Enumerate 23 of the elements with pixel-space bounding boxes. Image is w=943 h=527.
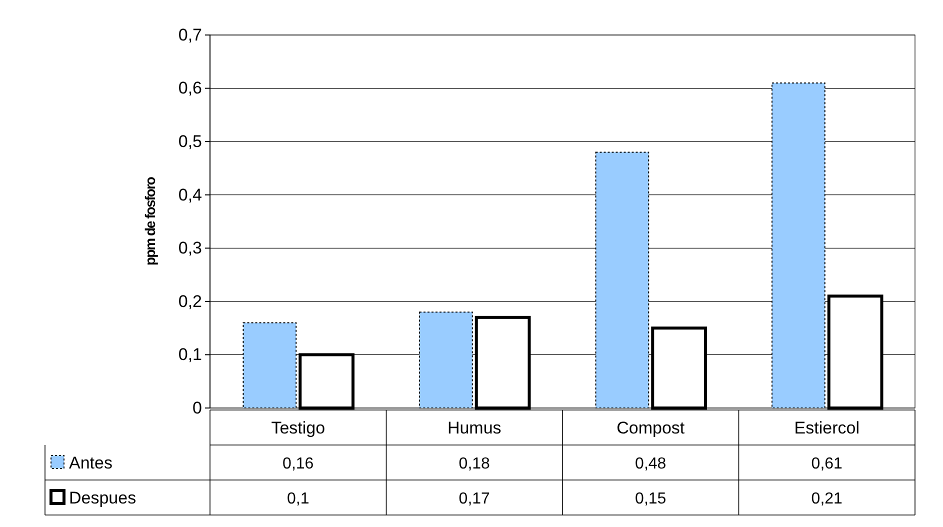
data-label: 0,15 [635, 490, 666, 508]
x-tick-label: Compost [616, 418, 685, 438]
data-label: 0,1 [287, 490, 310, 508]
y-tick-label: 0,3 [178, 238, 202, 258]
data-label: 0,16 [282, 456, 314, 472]
data-label: 0,18 [458, 456, 490, 472]
data-label: 0,48 [635, 456, 666, 472]
legend-label: Despues [69, 488, 136, 508]
data-label: 0,61 [811, 456, 843, 472]
y-tick-label: 0,6 [178, 78, 202, 98]
data-label: 0,17 [458, 490, 490, 508]
x-tick-label: Humus [447, 418, 502, 438]
x-tick-label: Estiercol [794, 418, 860, 438]
y-tick-label: 0,1 [178, 345, 202, 364]
data-label: 0,21 [811, 490, 843, 508]
y-tick-label: 0,2 [178, 292, 202, 311]
y-axis-title: ppm de fosforo [142, 177, 158, 266]
y-tick-label: 0,5 [178, 132, 202, 152]
y-tick-label: 0 [192, 398, 202, 418]
x-tick-label: Testigo [271, 418, 326, 438]
y-tick-label: 0,4 [178, 185, 202, 204]
legend-label: Antes [69, 454, 112, 472]
y-tick-label: 0,7 [178, 25, 202, 44]
